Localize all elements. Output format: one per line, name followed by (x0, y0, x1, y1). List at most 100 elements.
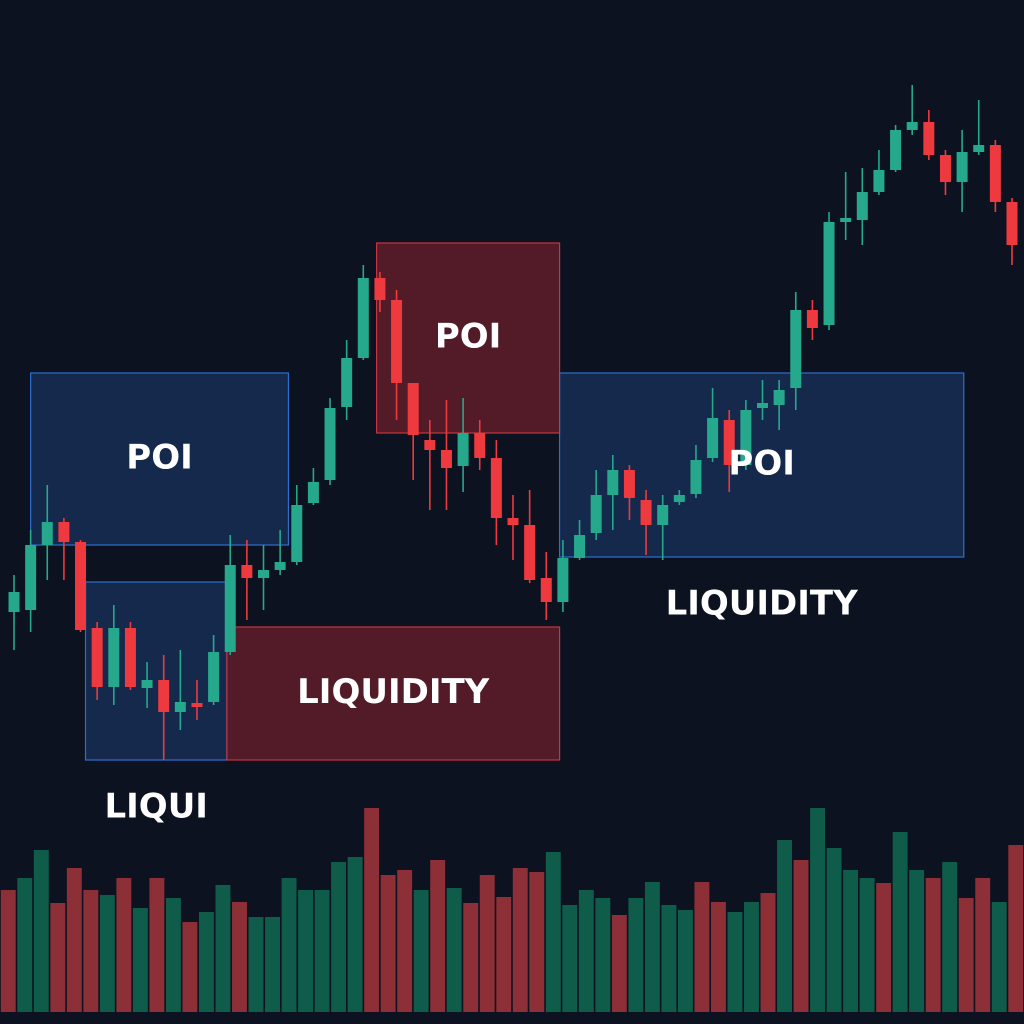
volume-bar (628, 898, 644, 1012)
volume-bar (17, 878, 33, 1012)
candle-body (108, 628, 120, 687)
candle-body (557, 558, 569, 602)
zone-label: POI (126, 438, 192, 478)
volume-bar (892, 832, 908, 1012)
volume-bar (33, 850, 49, 1012)
volume-bar (760, 893, 776, 1012)
volume-bar (958, 898, 974, 1012)
volume-bar (826, 848, 842, 1012)
volume-bar (545, 852, 561, 1012)
candle-body (241, 565, 253, 578)
candle-body (607, 470, 619, 495)
volume-bar (364, 808, 380, 1012)
volume-bar (0, 890, 16, 1012)
volume-bar (413, 890, 429, 1012)
zone (84, 581, 228, 761)
candle-body (623, 470, 635, 498)
candle-body (374, 278, 386, 300)
zone-caption: LIQUIDITY (666, 584, 859, 624)
volume-bar (116, 878, 132, 1012)
volume-bar (810, 808, 826, 1012)
candle-body (124, 628, 136, 687)
volume-bar (265, 917, 280, 1012)
candle-body (657, 505, 669, 525)
volume-bar (661, 905, 677, 1012)
candle-body (474, 433, 486, 458)
zone-caption: LIQUI (104, 787, 207, 827)
volume-bar (50, 903, 66, 1012)
volume-bar (727, 912, 743, 1012)
volume-pane (0, 808, 1024, 1012)
candle-body (224, 565, 236, 652)
volume-bar (644, 882, 660, 1012)
volume-bar (281, 878, 297, 1012)
candle-body (873, 170, 885, 192)
volume-bar (843, 870, 859, 1012)
volume-bar (463, 903, 479, 1012)
volume-bar (942, 862, 958, 1012)
volume-bar (562, 905, 578, 1012)
candle-body (939, 155, 951, 182)
candle-body (790, 310, 802, 388)
volume-bar (446, 888, 462, 1012)
volume-bar (925, 878, 941, 1012)
zones (30, 242, 965, 761)
volume-bar (83, 890, 99, 1012)
candle-body (707, 418, 719, 458)
candle-body (291, 505, 303, 562)
volume-bar (595, 898, 611, 1012)
candle-body (307, 482, 319, 503)
candle-body (507, 518, 519, 525)
volume-bar (314, 890, 330, 1012)
candle-body (58, 522, 70, 542)
candle-body (341, 358, 353, 407)
candles (8, 85, 1018, 760)
candle-body (906, 122, 918, 130)
candle-body (923, 122, 935, 155)
candle-body (890, 130, 902, 170)
candle-body (973, 145, 985, 152)
volume-bar (859, 878, 875, 1012)
labels: POI LIQUI LIQUIDITY POI POI LIQUIDITY (104, 317, 858, 827)
volume-bar (397, 870, 413, 1012)
candle-body (391, 300, 403, 383)
candle-body (158, 680, 170, 712)
volume-bar (909, 870, 925, 1012)
candle-body (989, 145, 1001, 202)
volume-bar (777, 840, 792, 1012)
volume-bar (710, 902, 726, 1012)
candle-body (208, 652, 220, 702)
volume-bar (496, 897, 512, 1012)
volume-bar (479, 875, 495, 1012)
volume-bar (1008, 845, 1024, 1012)
candle-body (740, 410, 752, 465)
candle-body (91, 628, 103, 687)
volume-bar (578, 890, 594, 1012)
volume-bar (975, 878, 991, 1012)
volume-bar (215, 885, 231, 1012)
volume-bar (380, 875, 396, 1012)
volume-bar (529, 872, 545, 1012)
candle-body (424, 440, 436, 450)
volume-bar (132, 908, 148, 1012)
volume-bar (512, 868, 528, 1012)
volume-bar (66, 868, 82, 1012)
candle-body (274, 562, 286, 570)
volume-bar (182, 922, 198, 1012)
candle-body (174, 702, 186, 712)
volume-bar (793, 860, 809, 1012)
zone (30, 372, 290, 546)
volume-bar (165, 898, 181, 1012)
volume-bar (99, 895, 115, 1012)
zone (226, 626, 561, 761)
candle-body (357, 278, 369, 358)
candle-body (640, 500, 652, 525)
volume-bar (248, 917, 264, 1012)
candle-body (324, 408, 336, 480)
volume-bar (232, 902, 247, 1012)
candle-body (141, 680, 153, 688)
candle-body (258, 570, 269, 578)
candle-body (524, 525, 536, 580)
candle-body (191, 703, 203, 707)
